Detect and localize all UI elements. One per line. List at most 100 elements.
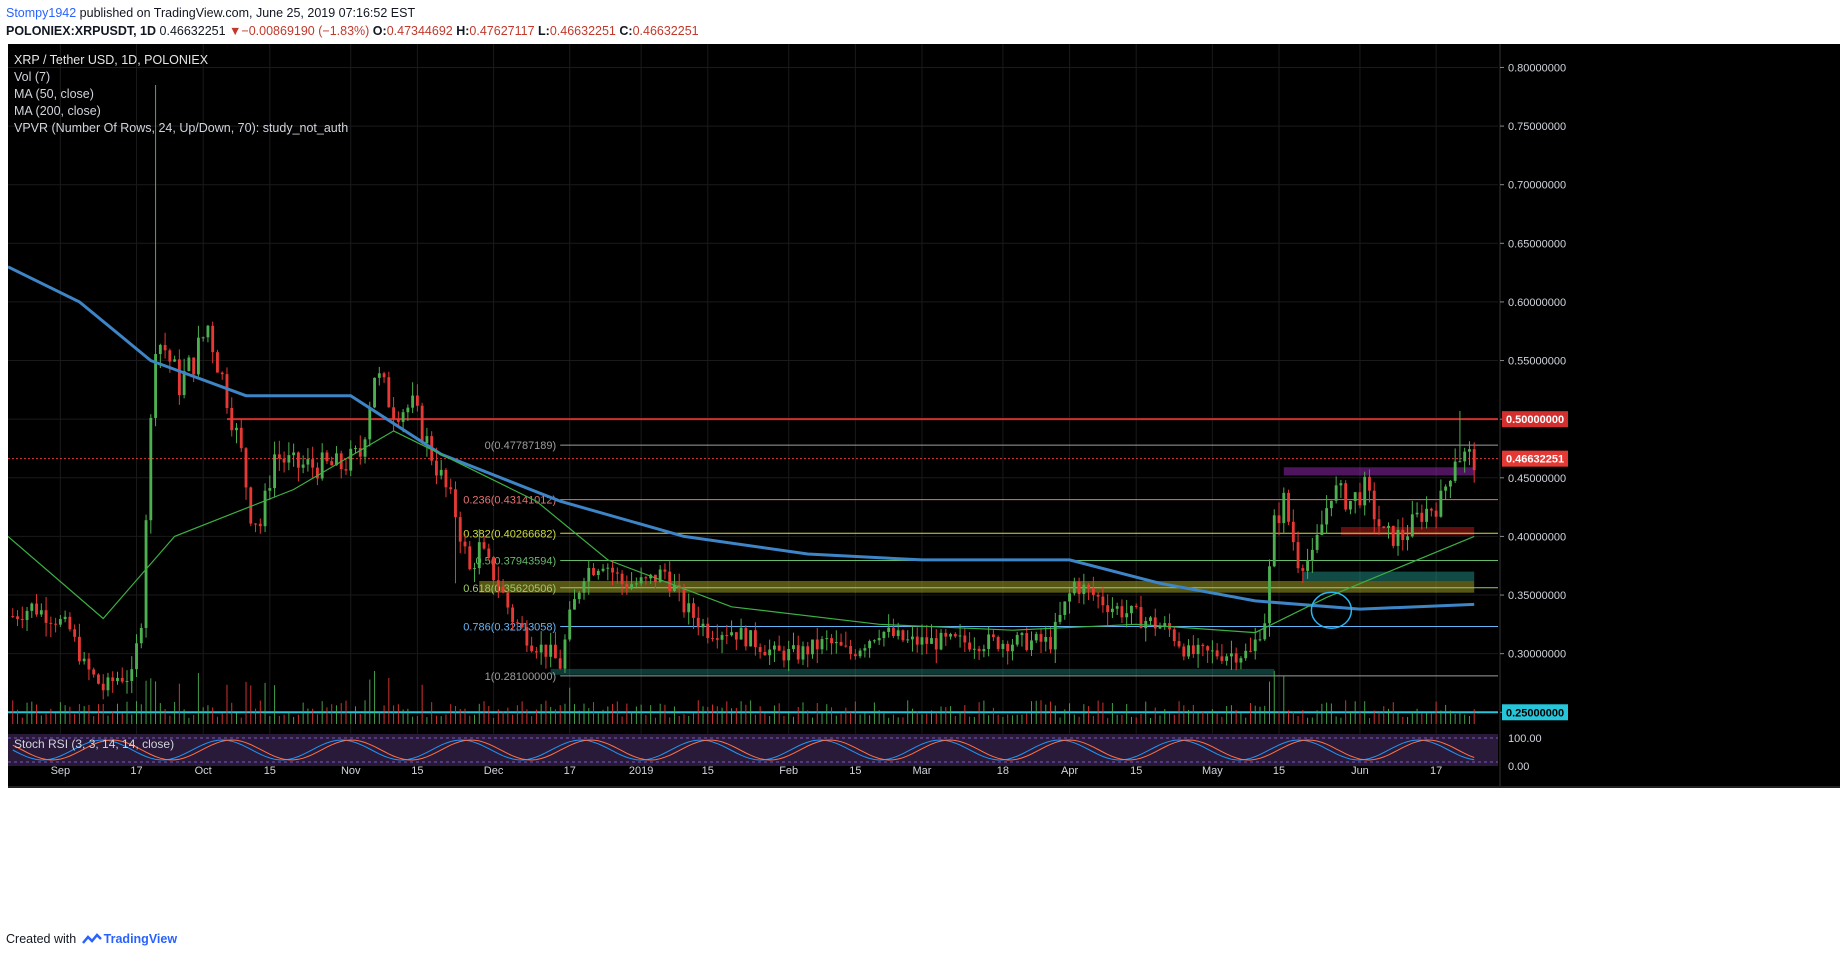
candle-body xyxy=(35,603,38,615)
candle-body xyxy=(1182,646,1186,657)
publish-line: Stompy1942 published on TradingView.com,… xyxy=(6,6,415,20)
price-chart-svg[interactable]: 0(0.47787189) 0.236(0.43141012) 0.382(0.40… xyxy=(8,44,1840,924)
legend-study-vol[interactable]: Vol (7) xyxy=(14,70,51,84)
candle-body xyxy=(87,658,91,670)
candle-body xyxy=(953,634,957,637)
candle-body xyxy=(39,610,43,615)
time-tick-label: 15 xyxy=(1273,765,1285,777)
published-text: published on TradingView.com, June 25, 2… xyxy=(79,6,416,20)
price-tick-label: 0.60000000 xyxy=(1508,297,1566,309)
candle-body xyxy=(296,452,300,468)
candle-body xyxy=(1096,594,1100,597)
time-tick-label: Sep xyxy=(51,765,71,777)
candle-body xyxy=(777,645,781,651)
candle-body xyxy=(972,648,976,650)
candle-body xyxy=(520,622,524,628)
candle-body xyxy=(673,584,676,591)
candle-body xyxy=(415,395,419,406)
open-label: O: xyxy=(372,24,387,38)
candle-body xyxy=(896,630,900,637)
candle-body xyxy=(63,616,67,620)
candle-body xyxy=(682,588,686,613)
time-tick-label: 15 xyxy=(264,765,276,777)
chart-area[interactable]: 0(0.47787189) 0.236(0.43141012) 0.382(0.40… xyxy=(8,44,1840,924)
candle-body xyxy=(977,648,981,652)
candle-body xyxy=(1225,656,1229,661)
resistance-price-tag: 0.50000000 xyxy=(1506,414,1564,426)
candle-body xyxy=(1006,643,1010,652)
candle-body xyxy=(473,568,476,570)
candle-body xyxy=(439,469,443,476)
candle-body xyxy=(892,627,895,637)
candle-body xyxy=(1253,639,1257,652)
candle-body xyxy=(154,354,157,418)
legend-study-ma50[interactable]: MA (50, close) xyxy=(14,87,94,101)
author-link[interactable]: Stompy1942 xyxy=(6,6,77,20)
candle-body xyxy=(577,592,581,600)
tradingview-brand[interactable]: TradingView xyxy=(103,932,178,946)
candle-body xyxy=(1249,650,1252,652)
candle-body xyxy=(196,337,200,375)
candle-body xyxy=(968,642,972,650)
fib-label: 0.382(0.40266682) xyxy=(463,528,556,540)
candle-body xyxy=(701,623,705,628)
candle-body xyxy=(149,417,153,521)
fib-label: 0.5(0.37943594) xyxy=(475,556,556,568)
candle-body xyxy=(249,487,253,524)
candle-body xyxy=(177,359,181,396)
candle-body xyxy=(863,648,867,651)
candle-body xyxy=(73,629,77,637)
candle-body xyxy=(496,580,500,587)
time-tick-label: 15 xyxy=(849,765,861,777)
candle-body xyxy=(201,337,205,339)
candle-body xyxy=(1453,461,1457,481)
candle-body xyxy=(768,649,772,656)
candle-body xyxy=(1077,581,1081,594)
candle-body xyxy=(792,645,795,649)
candle-body xyxy=(934,638,938,650)
candle-body xyxy=(849,646,853,655)
candle-body xyxy=(277,454,281,459)
candle-body xyxy=(1363,476,1367,506)
time-tick-label: 15 xyxy=(411,765,423,777)
candle-body xyxy=(1287,492,1290,522)
legend-study-vpvr[interactable]: VPVR (Number Of Rows, 24, Up/Down, 70): … xyxy=(14,121,349,135)
candle-body xyxy=(1325,508,1329,525)
candle-body xyxy=(1134,605,1138,608)
candle-body xyxy=(1072,581,1076,594)
time-tick-label: 15 xyxy=(1130,765,1142,777)
candle-body xyxy=(187,357,191,371)
ma200-line xyxy=(8,265,1475,611)
candle-body xyxy=(1191,645,1195,655)
candle-body xyxy=(1220,656,1224,661)
candle-body xyxy=(116,677,119,682)
candle-body xyxy=(482,542,486,549)
candle-body xyxy=(192,357,196,375)
candle-body xyxy=(749,630,753,647)
candle-body xyxy=(77,636,81,662)
candle-body xyxy=(1368,476,1371,491)
candle-body xyxy=(1349,500,1352,510)
candle-body xyxy=(282,458,286,463)
candle-body xyxy=(49,622,53,624)
fib-label: 0.618(0.35620506) xyxy=(463,583,556,595)
price-tick-label: 0.65000000 xyxy=(1508,238,1566,250)
candle-body xyxy=(1396,529,1400,546)
candle-body xyxy=(1439,490,1443,517)
candle-body xyxy=(506,592,510,608)
candle-body xyxy=(615,572,619,574)
candle-body xyxy=(658,569,662,583)
candle-body xyxy=(368,407,372,440)
candle-body xyxy=(1448,480,1452,487)
candle-body xyxy=(263,490,267,527)
legend-study-ma200[interactable]: MA (200, close) xyxy=(14,104,101,118)
candle-body xyxy=(354,447,357,449)
candle-body xyxy=(387,377,391,408)
candle-body xyxy=(1177,641,1181,647)
candle-body xyxy=(30,603,34,611)
fib-label: 0.786(0.32313058) xyxy=(463,622,556,634)
candle-body xyxy=(1058,614,1062,622)
candle-body xyxy=(254,523,257,525)
candle-body xyxy=(911,636,914,640)
candle-body xyxy=(554,644,557,659)
